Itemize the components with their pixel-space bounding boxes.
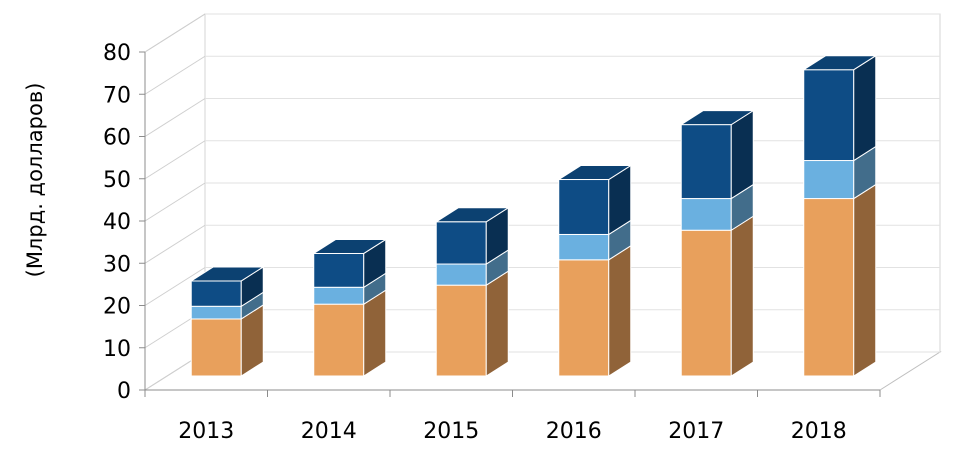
y-tick-label: 50	[103, 168, 131, 193]
bar-top	[557, 165, 633, 181]
bar-segment	[680, 229, 732, 377]
bar-2017	[679, 109, 755, 377]
bar-segment-side	[853, 54, 877, 162]
bar-segment	[435, 263, 487, 286]
bar-2018	[802, 54, 878, 377]
y-axis-title: (Млрд. долларов)	[23, 83, 47, 278]
x-tick-label: 2014	[301, 419, 357, 444]
x-tick-label: 2013	[178, 419, 234, 444]
gridline-side	[144, 98, 206, 137]
x-tick-label: 2015	[423, 419, 479, 444]
gridline-side	[144, 55, 206, 95]
gridline-side	[144, 267, 206, 306]
y-tick-label: 40	[103, 210, 131, 235]
y-tick-label: 10	[103, 337, 131, 362]
y-tick-label: 80	[103, 41, 131, 66]
bar-segment	[190, 280, 242, 307]
bar-top	[312, 238, 388, 254]
bar-segment	[190, 318, 242, 377]
gridline-side	[144, 224, 206, 264]
bar-segment-side	[363, 289, 387, 377]
gridline-side	[144, 140, 206, 180]
bar-segment-side	[730, 215, 754, 377]
y-tick-label: 60	[103, 126, 131, 151]
bar-segment	[313, 286, 365, 305]
bar-segment-side	[485, 270, 509, 377]
bar-segment	[803, 160, 855, 200]
gridline-side	[144, 182, 206, 222]
bar-segment	[803, 198, 855, 377]
bar-segment-side	[853, 183, 877, 377]
bar-segment	[558, 233, 610, 261]
y-axis: 0 10 20 30 40 50 60 70 80	[103, 41, 146, 404]
y-tick-label: 20	[103, 295, 131, 320]
y-tick-label: 70	[103, 83, 131, 108]
y-tick-label: 0	[117, 379, 131, 404]
bar-segment	[435, 284, 487, 377]
bar-top	[189, 266, 265, 282]
bar-segment	[435, 221, 487, 265]
bar-top	[679, 110, 755, 126]
bar-segment-side	[608, 244, 632, 377]
bar-2015	[434, 206, 510, 377]
bar-segment	[558, 259, 610, 377]
bar-segment	[680, 124, 732, 200]
bars	[189, 54, 878, 377]
gridline-side	[144, 13, 206, 53]
x-tick-label: 2018	[791, 419, 847, 444]
bar-segment	[803, 69, 855, 162]
bar-2016	[557, 164, 633, 377]
bar-top	[802, 55, 878, 71]
bar-segment	[313, 252, 365, 288]
x-tick-label: 2016	[546, 419, 602, 444]
bar-top	[434, 207, 510, 223]
bar-2013	[189, 266, 265, 377]
bar-segment	[313, 303, 365, 377]
bar-segment	[680, 198, 732, 231]
bar-segment	[558, 179, 610, 235]
bar-segment	[190, 305, 242, 320]
y-tick-label: 30	[103, 252, 131, 277]
x-tick-label: 2017	[668, 419, 724, 444]
x-axis: 2013 2014 2015 2016 2017 2018	[144, 389, 881, 444]
bar-segment-side	[730, 109, 754, 200]
bar-2014	[312, 238, 388, 377]
